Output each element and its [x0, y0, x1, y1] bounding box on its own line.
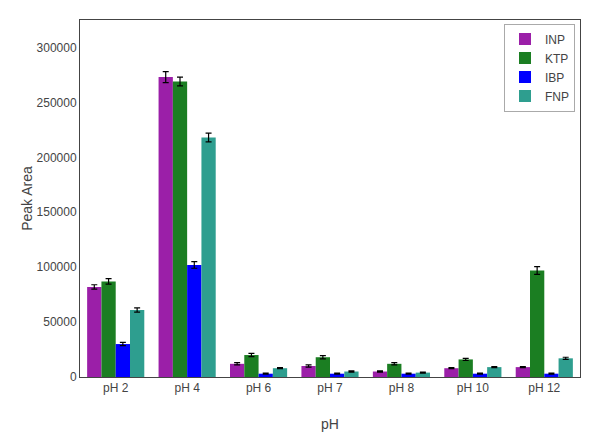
svg-text:200000: 200000: [37, 151, 77, 165]
svg-text:0: 0: [70, 370, 77, 384]
svg-text:pH 12: pH 12: [528, 381, 560, 395]
svg-text:100000: 100000: [37, 260, 77, 274]
svg-text:INP: INP: [545, 33, 565, 47]
svg-text:pH: pH: [321, 416, 339, 432]
svg-text:pH 7: pH 7: [317, 381, 343, 395]
svg-text:pH 6: pH 6: [246, 381, 272, 395]
svg-text:250000: 250000: [37, 96, 77, 110]
svg-text:pH 10: pH 10: [457, 381, 489, 395]
svg-text:300000: 300000: [37, 41, 77, 55]
svg-text:pH 4: pH 4: [174, 381, 200, 395]
svg-text:IBP: IBP: [545, 71, 564, 85]
svg-text:pH 8: pH 8: [389, 381, 415, 395]
svg-text:50000: 50000: [43, 315, 77, 329]
svg-text:KTP: KTP: [545, 52, 568, 66]
svg-text:FNP: FNP: [545, 90, 569, 104]
svg-text:pH 2: pH 2: [103, 381, 129, 395]
svg-text:150000: 150000: [37, 205, 77, 219]
svg-text:Peak Area: Peak Area: [19, 166, 35, 231]
